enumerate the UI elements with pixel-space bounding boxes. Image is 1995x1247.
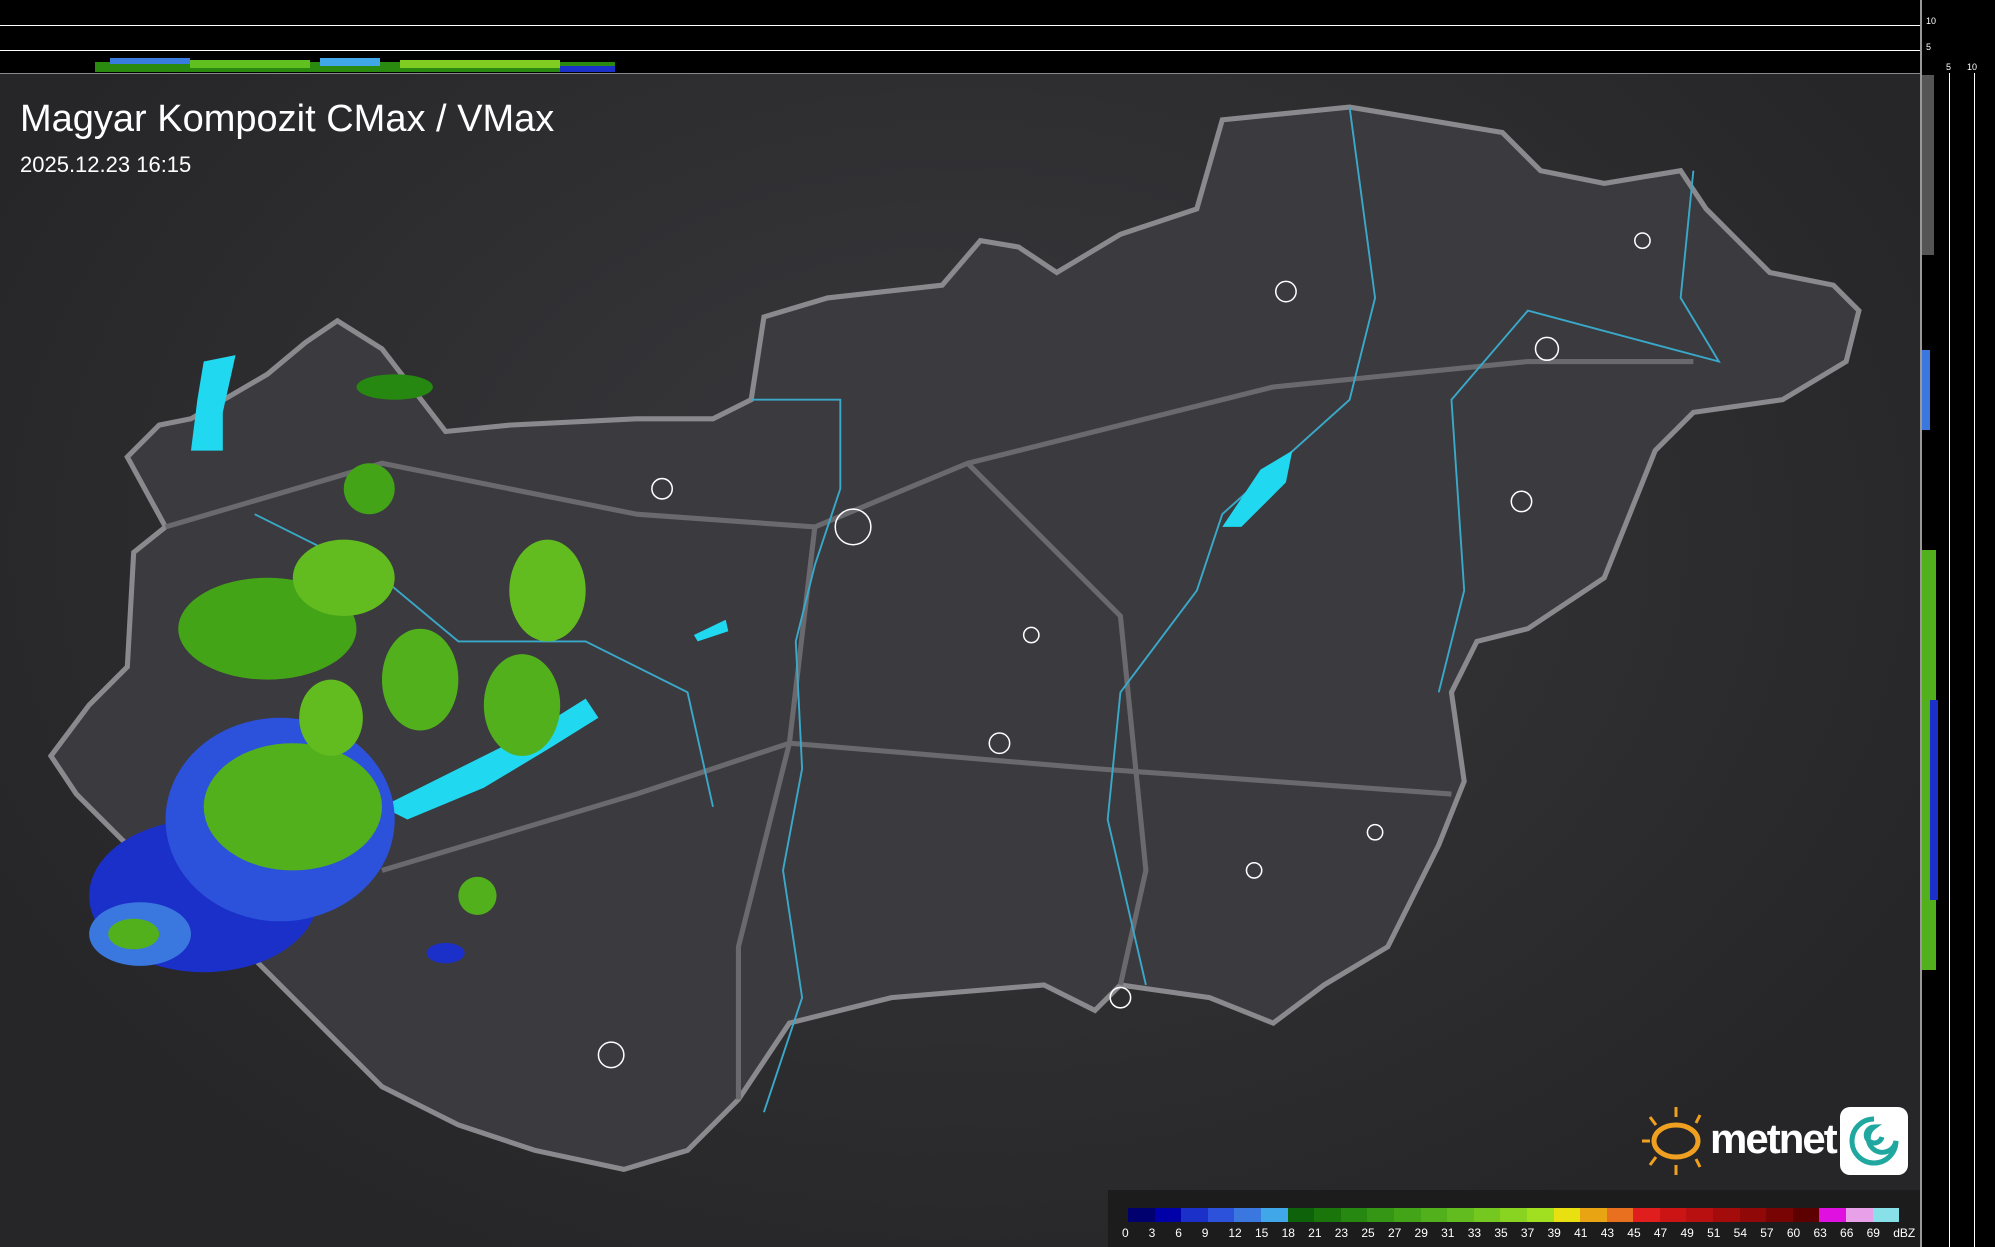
- legend-swatch: [1367, 1208, 1394, 1222]
- legend-label: 25: [1361, 1226, 1375, 1240]
- lake-tisza: [1222, 450, 1293, 527]
- legend-label: 23: [1334, 1226, 1349, 1240]
- vertical-profile-top: [0, 0, 1920, 75]
- map-layer: [47, 104, 1862, 1173]
- metnet-logo: metnet: [1638, 1105, 1910, 1177]
- legend-label: 41: [1574, 1226, 1588, 1240]
- settlements: [597, 232, 1651, 1069]
- legend-swatch: [1553, 1208, 1581, 1222]
- legend-swatch: [1340, 1208, 1368, 1222]
- map-title: Magyar Kompozit CMax / VMax: [20, 98, 555, 140]
- legend-swatch: [1819, 1208, 1847, 1222]
- legend-label: 51: [1707, 1226, 1721, 1240]
- legend-label: 39: [1547, 1226, 1561, 1240]
- profile-echo: [95, 58, 615, 72]
- legend-label: 6: [1175, 1226, 1182, 1240]
- swirl-icon: [1840, 1107, 1908, 1175]
- legend-swatch: [1128, 1208, 1155, 1222]
- legend-swatch: [1713, 1208, 1740, 1222]
- legend-swatch: [1606, 1208, 1634, 1222]
- legend-label: 33: [1467, 1226, 1482, 1240]
- legend-swatch: [1260, 1208, 1288, 1222]
- legend-label: 63: [1813, 1226, 1827, 1240]
- legend-label: 49: [1680, 1226, 1694, 1240]
- legend-swatch: [1393, 1208, 1421, 1222]
- legend-swatch: [1181, 1208, 1208, 1222]
- legend-swatch: [1500, 1208, 1527, 1222]
- legend-label: 18: [1281, 1226, 1295, 1240]
- gridline-side-10: [1974, 73, 1975, 1247]
- legend-label: 27: [1387, 1226, 1402, 1240]
- legend-swatch: [1739, 1208, 1767, 1222]
- legend-swatch: [1846, 1208, 1873, 1222]
- lake-velence: [693, 619, 729, 642]
- legend-label: 21: [1308, 1226, 1322, 1240]
- legend-unit: dBZ: [1893, 1226, 1916, 1240]
- radar-map[interactable]: Magyar Kompozit CMax / VMax 2025.12.23 1…: [0, 74, 1920, 1247]
- gridline-5km: [0, 50, 1920, 51]
- sun-icon: [1642, 1107, 1702, 1175]
- radar-echoes: [89, 374, 586, 973]
- legend-swatch: [1287, 1208, 1315, 1222]
- legend-label: 45: [1627, 1226, 1641, 1240]
- legend-label: 12: [1228, 1226, 1242, 1240]
- legend-swatch: [1792, 1208, 1820, 1222]
- tick-5: 5: [1926, 42, 1932, 52]
- lake-ferto: [190, 355, 236, 451]
- legend-swatch: [1686, 1208, 1714, 1222]
- legend-swatch: [1420, 1208, 1448, 1222]
- legend-swatch: [1580, 1208, 1607, 1222]
- logo-text: metnet: [1710, 1115, 1838, 1162]
- legend-swatch: [1314, 1208, 1341, 1222]
- legend-label: 31: [1441, 1226, 1455, 1240]
- legend-swatch: [1473, 1208, 1501, 1222]
- legend-label: 15: [1254, 1226, 1269, 1240]
- map-timestamp: 2025.12.23 16:15: [20, 152, 192, 177]
- legend-label: 9: [1201, 1226, 1209, 1240]
- legend-swatch: [1447, 1208, 1474, 1222]
- legend-swatch: [1659, 1208, 1687, 1222]
- dbz-legend: 0 3 6 9 12 15 18 21 23 25 27 29 31 33 35 37 39 41 43 45 47 49…: [1108, 1190, 1920, 1247]
- tick-10: 10: [1926, 16, 1937, 26]
- gridline-side-5: [1949, 73, 1950, 1247]
- legend-swatch: [1154, 1208, 1182, 1222]
- legend-swatch: [1633, 1208, 1660, 1222]
- legend-color-bar: [1128, 1208, 1900, 1222]
- legend-label: 60: [1786, 1226, 1801, 1240]
- side-echo: [1922, 75, 1938, 970]
- tick-5-side: 5: [1946, 62, 1952, 72]
- legend-label: 35: [1494, 1226, 1508, 1240]
- legend-label: 66: [1840, 1226, 1854, 1240]
- legend-label: 54: [1733, 1226, 1748, 1240]
- vertical-profile-side: 10 5 5 10: [1920, 0, 1995, 1247]
- legend-label: 29: [1414, 1226, 1428, 1240]
- legend-label: 69: [1866, 1226, 1880, 1240]
- legend-label: 43: [1600, 1226, 1615, 1240]
- gridline-10km: [0, 25, 1920, 26]
- legend-label: 3: [1148, 1226, 1156, 1240]
- legend-labels: 0 3 6 9 12 15 18 21 23 25 27 29 31 33 35 37 39 41 43 45 47 49…: [1122, 1226, 1920, 1240]
- legend-swatch: [1872, 1208, 1900, 1222]
- legend-swatch: [1234, 1208, 1261, 1222]
- legend-label: 0: [1122, 1226, 1129, 1240]
- legend-swatch: [1526, 1208, 1554, 1222]
- legend-label: 57: [1760, 1226, 1774, 1240]
- legend-label: 37: [1520, 1226, 1535, 1240]
- legend-label: 47: [1653, 1226, 1668, 1240]
- legend-swatch: [1207, 1208, 1235, 1222]
- tick-10-side: 10: [1967, 62, 1978, 72]
- legend-swatch: [1766, 1208, 1793, 1222]
